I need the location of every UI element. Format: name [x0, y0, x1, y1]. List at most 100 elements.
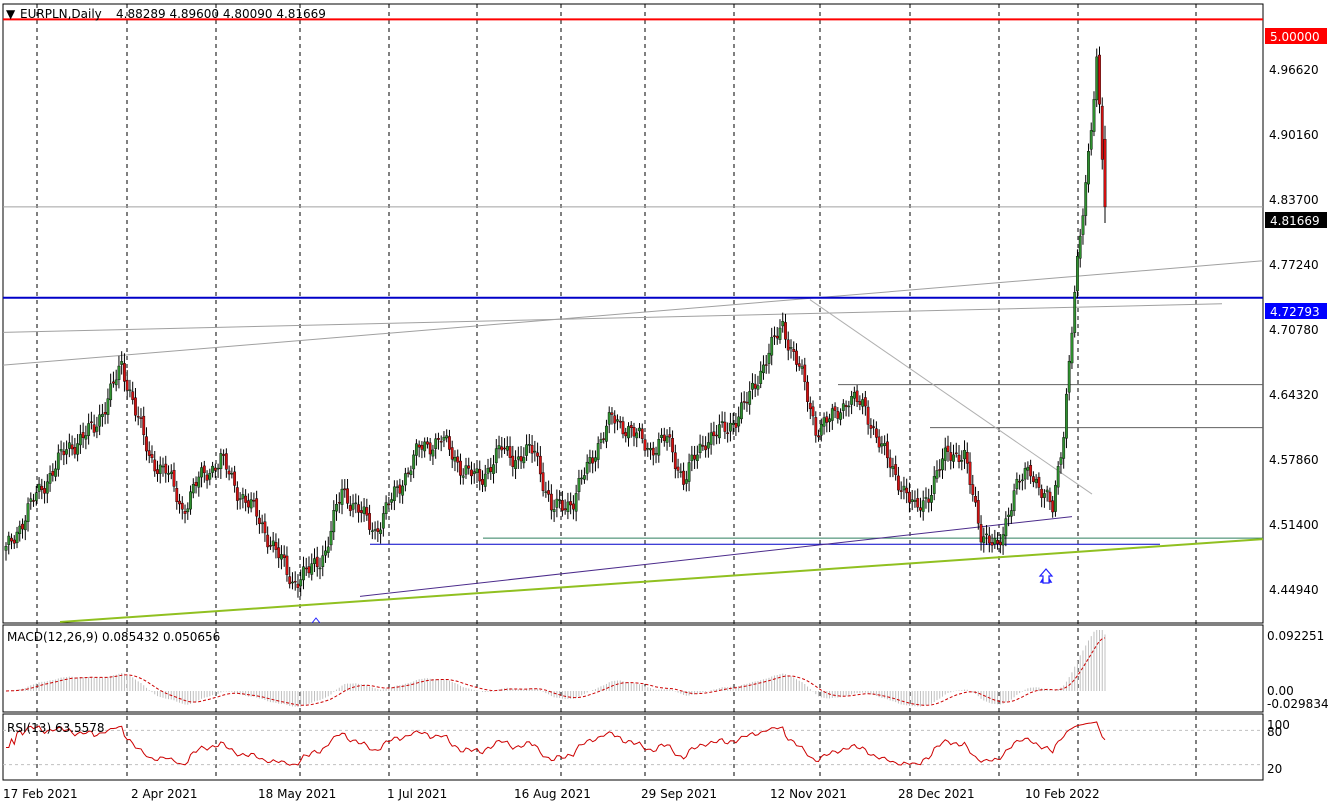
candle-body — [224, 453, 228, 470]
candle-body — [37, 483, 41, 492]
candle-body — [274, 542, 278, 550]
candle-body — [205, 474, 209, 481]
candle-body — [660, 434, 663, 439]
candle-body — [514, 460, 517, 469]
candle-body — [767, 352, 771, 364]
candle-body — [87, 423, 91, 436]
candle-body — [7, 535, 11, 545]
candle-body — [717, 424, 721, 439]
rsi-label: RSI(13) 63.5578 — [7, 721, 105, 735]
candle-body — [921, 500, 925, 512]
candle-body — [919, 507, 922, 511]
candle-body — [976, 500, 980, 524]
candle-body — [963, 449, 966, 460]
candle-body — [326, 546, 330, 553]
candle-body — [682, 470, 685, 485]
candle-body — [701, 445, 705, 447]
candle-body — [15, 531, 19, 544]
candle-body — [483, 473, 487, 487]
candle-body — [67, 442, 71, 449]
candle-body — [423, 441, 427, 452]
candle-body — [392, 486, 396, 502]
candle-body — [470, 469, 473, 477]
candle-body — [580, 477, 584, 480]
candle-body — [649, 448, 652, 451]
candle-body — [84, 435, 88, 440]
date-label: 16 Aug 2021 — [514, 787, 591, 801]
candle-body — [208, 472, 212, 480]
candle-body — [62, 450, 66, 456]
candle-body — [1037, 476, 1041, 488]
candle-body — [191, 484, 195, 494]
candle-body — [684, 479, 688, 484]
candle-body — [222, 454, 225, 456]
candle-body — [665, 436, 669, 443]
candle-body — [1012, 490, 1016, 512]
candle-body — [795, 350, 798, 365]
candle-body — [886, 441, 889, 459]
macd-tick: 0.092251 — [1267, 629, 1324, 643]
candle-body — [737, 416, 741, 427]
candle-body — [519, 456, 523, 462]
candle-body — [379, 529, 382, 534]
candle-body — [263, 521, 267, 534]
support-tag: 4.72793 — [1270, 305, 1320, 319]
candle-body — [745, 401, 749, 404]
candle-body — [613, 415, 617, 424]
candle-body — [1031, 476, 1035, 482]
candle-body — [709, 432, 713, 445]
candle-body — [852, 392, 856, 399]
candle-body — [610, 412, 614, 415]
candle-body — [773, 335, 776, 337]
candle-body — [522, 457, 526, 464]
rsi-plot — [3, 721, 1263, 766]
candle-body — [343, 488, 347, 491]
chart-menu-arrow-icon[interactable]: ▼ — [6, 7, 16, 21]
candle-body — [525, 444, 528, 456]
current-price-tag-bg — [1265, 212, 1327, 228]
candle-body — [167, 473, 170, 475]
candle-body — [101, 413, 104, 417]
candle-body — [822, 417, 826, 427]
candle-body — [76, 443, 80, 455]
candle-body — [811, 406, 815, 417]
candle-body — [866, 406, 870, 425]
candle-body — [29, 498, 33, 502]
price-tick: 4.64320 — [1269, 388, 1319, 402]
candle-body — [1054, 485, 1057, 512]
candle-body — [797, 363, 801, 367]
candle-body — [459, 460, 462, 476]
macd-tick: 0.00 — [1267, 684, 1294, 698]
candle-body — [654, 453, 658, 455]
candle-body — [291, 581, 294, 584]
candle-body — [175, 488, 179, 503]
candle-body — [200, 467, 203, 478]
up-arrow-icon — [1038, 568, 1054, 584]
candle-body — [158, 464, 162, 474]
symbol-label: EURPLN,Daily — [20, 7, 102, 21]
candle-body — [266, 534, 270, 548]
candle-body — [897, 475, 900, 491]
candle-body — [723, 421, 727, 432]
candle-body — [161, 465, 165, 468]
candle-body — [288, 576, 292, 585]
candle-body — [500, 446, 504, 451]
candle-body — [566, 501, 570, 513]
candle-body — [329, 530, 333, 546]
candle-body — [235, 487, 239, 501]
macd-signal-line — [5, 637, 1106, 706]
candle-body — [932, 476, 936, 494]
candle-body — [954, 452, 958, 455]
candle-body — [638, 427, 641, 432]
candle-body — [1067, 361, 1071, 393]
candle-body — [337, 502, 341, 504]
candle-body — [555, 498, 559, 508]
candle-body — [549, 493, 553, 511]
candle-body — [762, 364, 765, 374]
candle-body — [894, 464, 898, 475]
candle-body — [78, 434, 82, 446]
candle-body — [456, 456, 460, 463]
candle-body — [577, 478, 581, 493]
candle-body — [635, 432, 639, 439]
candle-body — [979, 524, 983, 543]
